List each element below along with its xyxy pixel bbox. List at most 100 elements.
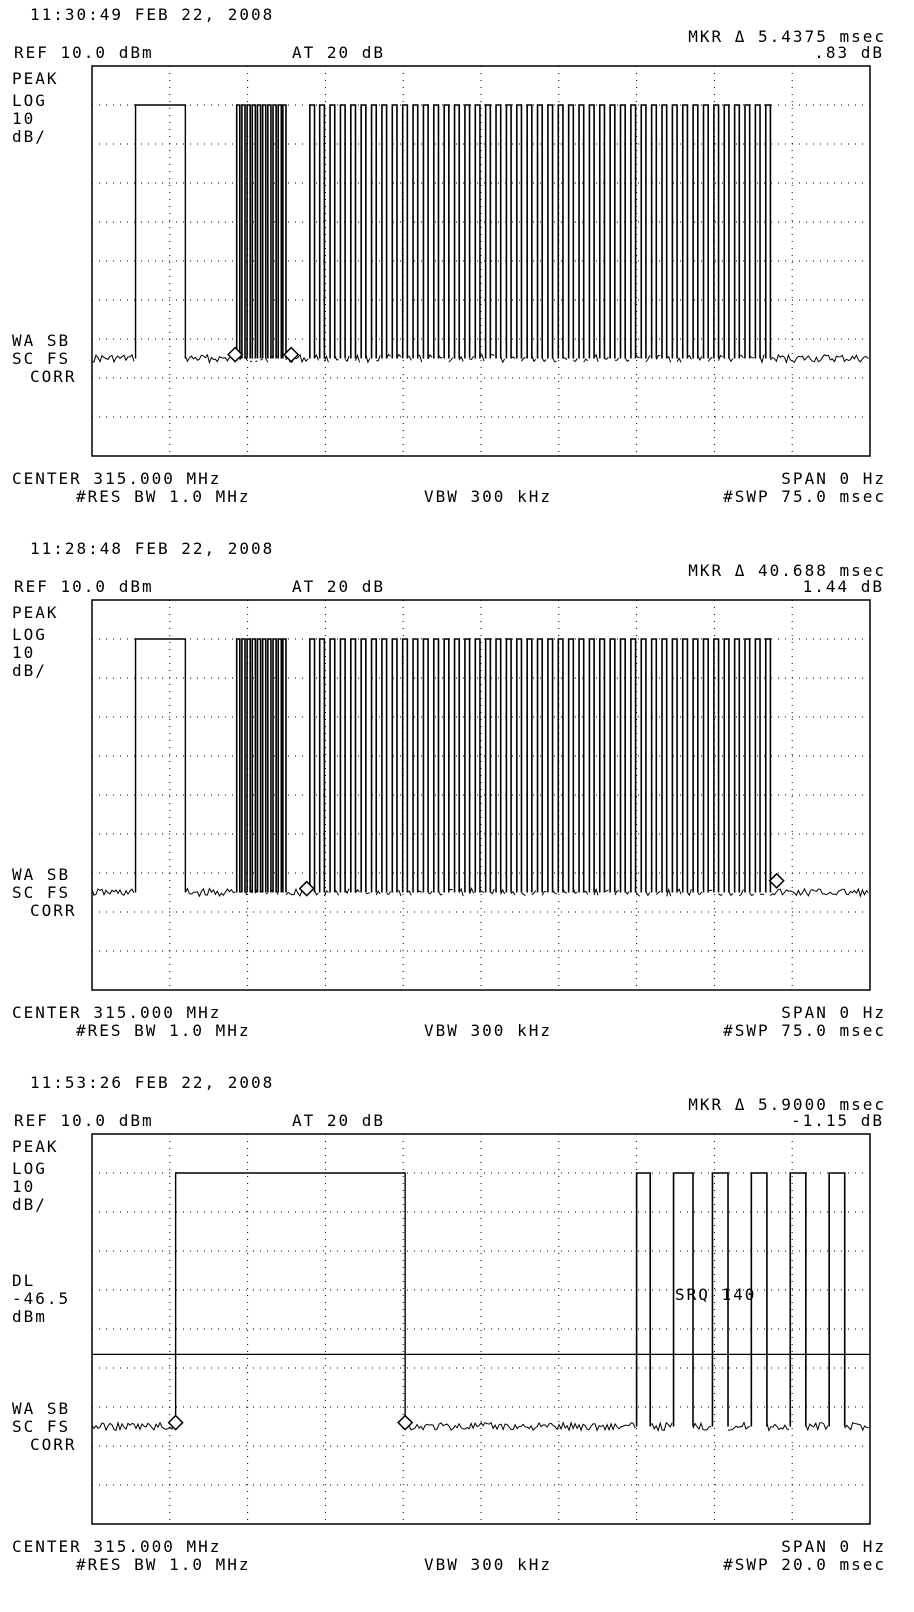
pulse — [251, 104, 257, 359]
pulse — [453, 638, 461, 893]
pulse — [261, 104, 267, 359]
side-label: dB/ — [12, 661, 47, 680]
trace-plot — [91, 1133, 871, 1525]
span: SPAN 0 Hz — [781, 469, 886, 488]
ref-level: REF 10.0 dBm — [14, 43, 154, 62]
pulse — [733, 638, 741, 893]
pulse — [609, 638, 616, 893]
pulse — [174, 1172, 406, 1427]
side-label: 10 — [12, 643, 36, 662]
side-label: PEAK — [12, 1137, 59, 1156]
pulse — [422, 638, 429, 893]
pulse — [536, 638, 544, 893]
vbw: VBW 300 kHz — [424, 487, 552, 506]
pulse — [277, 638, 283, 893]
res-bw: #RES BW 1.0 MHz — [76, 487, 251, 506]
side-label: SC FS — [12, 349, 71, 368]
pulse — [422, 104, 429, 359]
pulse — [578, 104, 585, 359]
sweep-time: #SWP 75.0 msec — [723, 1021, 886, 1040]
center-frequency: CENTER 315.000 MHz — [12, 1003, 222, 1022]
pulse — [272, 104, 277, 359]
pulse — [711, 1172, 729, 1427]
noise-floor-segment — [355, 353, 360, 363]
pulse — [241, 104, 246, 359]
pulse — [282, 104, 287, 359]
pulse — [515, 638, 523, 893]
pulse — [267, 638, 272, 893]
pulse — [495, 638, 502, 893]
pulse — [713, 638, 720, 893]
pulse — [567, 104, 575, 359]
noise-floor-segment — [510, 890, 516, 896]
pulse — [588, 104, 595, 359]
side-label: WA SB — [12, 865, 71, 884]
pulse — [318, 638, 326, 893]
noise-floor-segment — [552, 357, 557, 363]
timestamp: 11:53:26 FEB 22, 2008 — [30, 1073, 275, 1092]
pulse — [443, 104, 450, 359]
noise-floor-segment — [344, 355, 350, 362]
noise-floor-segment — [469, 355, 475, 361]
pulse — [671, 638, 678, 893]
center-frequency: CENTER 315.000 MHz — [12, 469, 222, 488]
side-label: CORR — [30, 901, 77, 920]
pulse — [256, 638, 262, 893]
pulse — [484, 104, 492, 359]
pulse — [370, 638, 378, 893]
pulse — [828, 1172, 846, 1427]
pulse — [381, 638, 388, 893]
ref-level: REF 10.0 dBm — [14, 1111, 154, 1130]
pulse — [764, 638, 772, 893]
pulse — [391, 104, 398, 359]
pulse — [672, 1172, 694, 1427]
timestamp: 11:30:49 FEB 22, 2008 — [30, 5, 275, 24]
pulse — [464, 104, 471, 359]
pulse — [246, 638, 251, 893]
pulse — [661, 104, 668, 359]
noise-floor-segment — [766, 1422, 790, 1432]
side-label: DL — [12, 1271, 36, 1290]
graticule-frame — [91, 1133, 871, 1525]
ref-level: REF 10.0 dBm — [14, 577, 154, 596]
noise-floor-segment — [541, 357, 547, 363]
pulse — [681, 104, 689, 359]
graticule-frame — [91, 599, 871, 991]
noise-floor-segment — [749, 892, 754, 897]
attenuation: AT 20 dB — [292, 1111, 386, 1130]
noise-floor-segment — [250, 360, 253, 363]
noise-floor-segment — [624, 357, 630, 362]
side-label: WA SB — [12, 331, 71, 350]
marker-value: -1.15 dB — [790, 1111, 884, 1130]
noise-floor-segment — [521, 357, 526, 362]
noise-floor-segment — [844, 1422, 869, 1432]
pulse — [619, 104, 626, 359]
pulse — [391, 638, 398, 893]
noise-floor-segment — [604, 356, 609, 360]
pulse — [261, 638, 267, 893]
noise-floor-segment — [728, 891, 734, 897]
pulse — [505, 104, 512, 359]
sweep-time: #SWP 75.0 msec — [723, 487, 886, 506]
pulse — [433, 638, 440, 893]
side-label: dB/ — [12, 127, 47, 146]
marker-delta: MKR Δ 5.4375 msec — [688, 27, 886, 46]
pulse — [702, 104, 709, 359]
noise-floor-segment — [427, 890, 433, 895]
res-bw: #RES BW 1.0 MHz — [76, 1555, 251, 1574]
pulse — [464, 638, 471, 893]
vbw: VBW 300 kHz — [424, 1021, 552, 1040]
noise-floor-segment — [265, 358, 269, 363]
noise-floor-segment — [686, 888, 692, 897]
pulse — [650, 638, 658, 893]
sweep-time: #SWP 20.0 msec — [723, 1555, 886, 1574]
vbw: VBW 300 kHz — [424, 1555, 552, 1574]
marker-value: .83 dB — [814, 43, 884, 62]
pulse — [241, 638, 246, 893]
pulse — [515, 104, 523, 359]
noise-floor-segment — [645, 891, 651, 897]
pulse — [764, 104, 772, 359]
noise-floor-segment — [260, 358, 263, 361]
pulse — [536, 104, 544, 359]
pulse — [702, 638, 709, 893]
